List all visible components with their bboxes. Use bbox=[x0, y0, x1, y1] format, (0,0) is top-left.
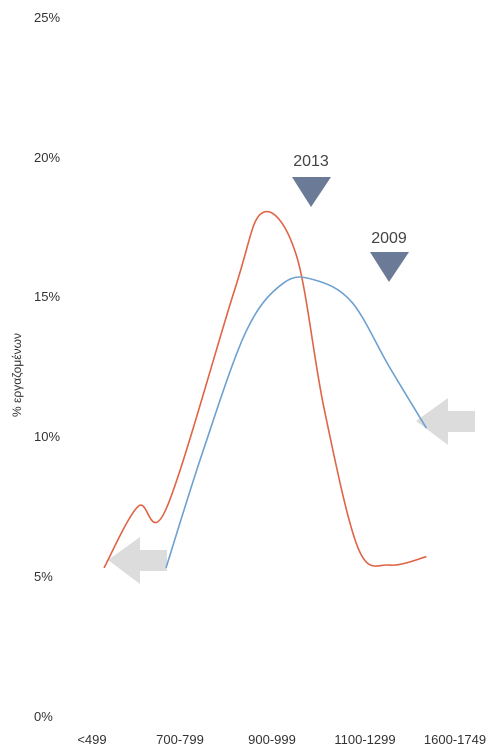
marker-triangle-icon bbox=[370, 252, 409, 282]
x-tick-label: 1100-1299 bbox=[334, 732, 395, 747]
annotation-label: 2013 bbox=[293, 153, 329, 170]
arrow-left-icon bbox=[416, 398, 475, 445]
x-tick-label: <499 bbox=[77, 732, 106, 747]
x-tick-label: 700-799 bbox=[156, 732, 204, 747]
x-axis: <499 700-799 900-999 1100-1299 1600-1749 bbox=[77, 732, 486, 747]
arrow-left-2 bbox=[416, 398, 475, 445]
y-axis: 0% 5% 10% 15% 20% 25% % εργαζομένων bbox=[10, 10, 60, 724]
x-tick-label: 1600-1749 bbox=[424, 732, 486, 747]
y-tick-label: 20% bbox=[34, 150, 60, 165]
y-axis-label: % εργαζομένων bbox=[10, 333, 24, 417]
annotation-2013: 2013 bbox=[292, 153, 331, 207]
y-tick-label: 15% bbox=[34, 289, 60, 304]
marker-triangle-icon bbox=[292, 177, 331, 207]
y-tick-label: 10% bbox=[34, 429, 60, 444]
series-line-2009 bbox=[165, 276, 428, 569]
arrow-left-icon bbox=[108, 537, 167, 584]
y-tick-label: 5% bbox=[34, 569, 53, 584]
series-line-2013 bbox=[103, 210, 427, 569]
annotation-2009: 2009 bbox=[370, 230, 409, 282]
y-tick-label: 25% bbox=[34, 10, 60, 25]
arrow-left-1 bbox=[108, 537, 167, 584]
x-tick-label: 900-999 bbox=[248, 732, 296, 747]
y-tick-label: 0% bbox=[34, 709, 53, 724]
annotation-label: 2009 bbox=[371, 230, 407, 247]
